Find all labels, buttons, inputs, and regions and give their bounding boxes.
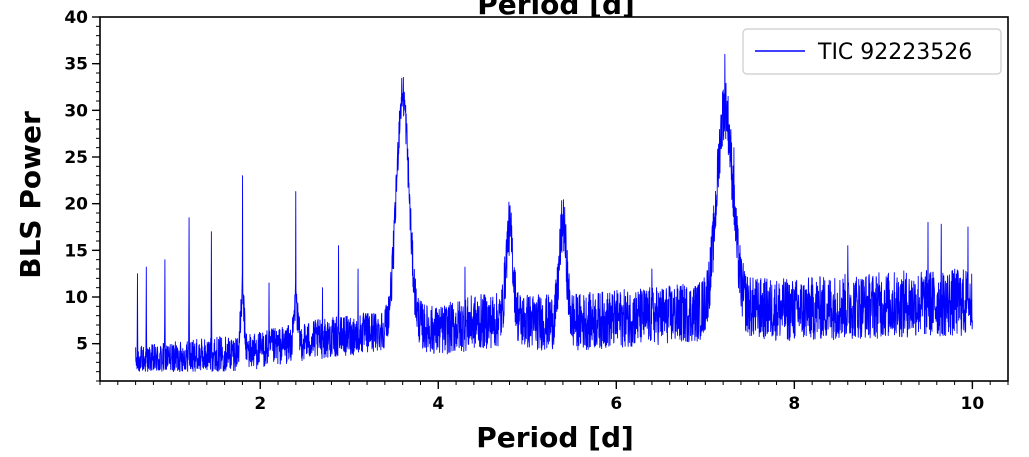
y-tick-label: 40	[64, 8, 88, 28]
legend-entry-label: TIC 92223526	[817, 40, 972, 65]
legend: TIC 92223526	[742, 28, 1002, 75]
y-tick-label: 10	[64, 288, 88, 308]
plot-area	[135, 53, 973, 373]
x-tick-label: 4	[432, 394, 444, 414]
axes: 2 4 6 8 10 5 10 15 20 25 30 35 40	[64, 8, 1009, 414]
x-tick-label: 10	[961, 394, 985, 414]
y-tick-label: 15	[64, 241, 88, 261]
legend-box	[742, 28, 1002, 75]
x-tick-label: 6	[610, 394, 622, 414]
plot-frame	[99, 16, 1009, 382]
x-axis-label: Period [d]	[476, 421, 634, 454]
chart-title: Period [d]	[477, 0, 635, 21]
y-tick-label: 30	[64, 101, 88, 121]
y-tick-label: 25	[64, 148, 88, 168]
y-axis-label: BLS Power	[14, 111, 47, 279]
x-tick-label: 8	[788, 394, 800, 414]
y-tick-label: 20	[64, 195, 88, 215]
y-tick-label: 5	[76, 335, 88, 355]
x-tick-label: 2	[254, 394, 266, 414]
series-line-tic-92223526	[135, 53, 973, 373]
y-tick-label: 35	[64, 55, 88, 75]
